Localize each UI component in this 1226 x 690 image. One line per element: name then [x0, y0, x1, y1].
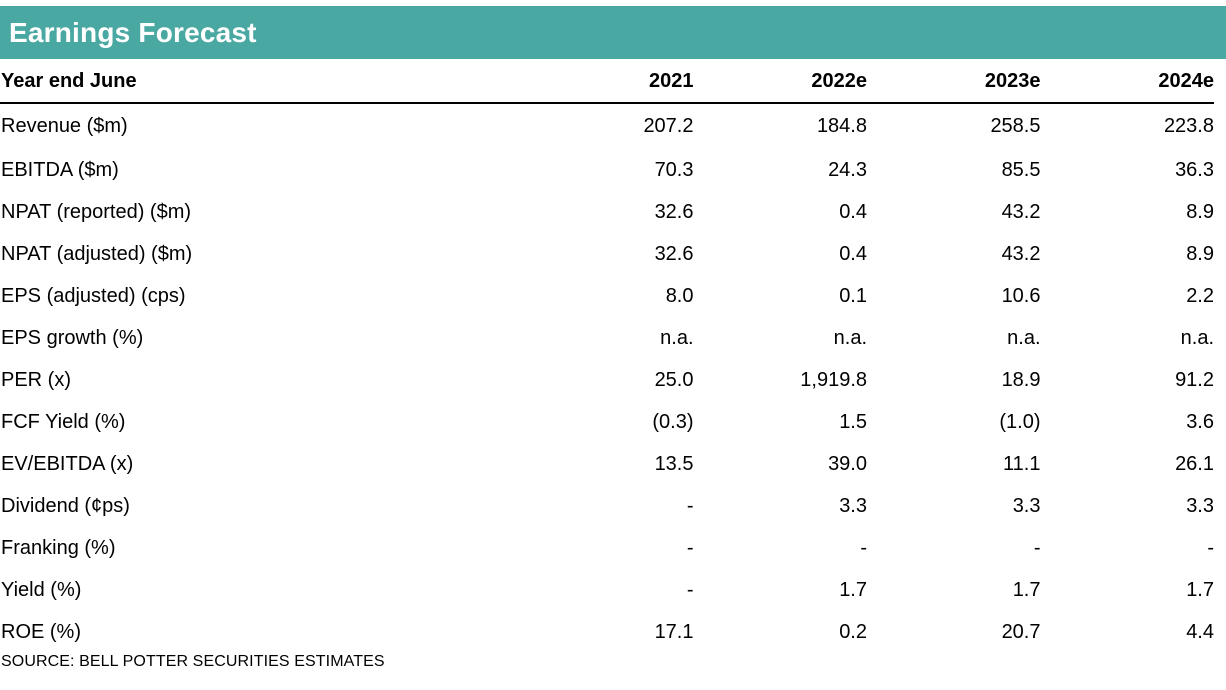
- table-cell: -: [686, 536, 694, 559]
- table-row: EPS growth (%) n.a. n.a. n.a. n.a.: [0, 317, 1214, 359]
- table-body: Revenue ($m) 207.2 184.8 258.5 223.8 EBITDA (…: [0, 103, 1214, 653]
- table-row: NPAT (reported) ($m) 32.6 0.4 43.2 8.9: [0, 191, 1214, 233]
- table-cell: 2.2: [1186, 284, 1214, 307]
- table-row: EBITDA ($m) 70.3 24.3 85.5 36.3: [0, 149, 1214, 191]
- column-header-2022e: 2022e: [693, 61, 867, 104]
- table-cell: 32.6: [654, 242, 694, 265]
- table-row: PER (x) 25.0 1,919.8 18.9 91.2: [0, 359, 1214, 401]
- table-cell: 258.5: [990, 115, 1041, 137]
- table-cell: 1.7: [1186, 578, 1214, 601]
- table-cell: -: [686, 494, 694, 517]
- table-cell: -: [686, 578, 694, 601]
- table-cell: -: [1207, 536, 1214, 559]
- table-row: NPAT (adjusted) ($m) 32.6 0.4 43.2 8.9: [0, 233, 1214, 275]
- table-cell: 4.4: [1186, 620, 1214, 643]
- row-label: NPAT (reported) ($m): [1, 200, 192, 223]
- table-row: FCF Yield (%) (0.3) 1.5 (1.0) 3.6: [0, 401, 1214, 443]
- table-cell: 1.7: [839, 578, 867, 601]
- table-cell: 223.8: [1163, 115, 1214, 137]
- table-cell: 0.2: [839, 620, 867, 643]
- row-label: Yield (%): [1, 578, 82, 601]
- table-cell: (0.3): [652, 410, 694, 433]
- table-cell: -: [860, 536, 867, 559]
- table-cell: 8.0: [665, 284, 694, 307]
- table-cell: 11.1: [1003, 452, 1041, 475]
- table-cell: 8.9: [1186, 200, 1214, 223]
- table-cell: 39.0: [828, 452, 867, 475]
- table-row: Yield (%) - 1.7 1.7 1.7: [0, 569, 1214, 611]
- table-cell: 36.3: [1175, 158, 1214, 181]
- row-label: EV/EBITDA (x): [1, 452, 134, 475]
- table-cell: 32.6: [654, 200, 694, 223]
- table-cell: 1,919.8: [800, 368, 867, 391]
- table-cell: 184.8: [816, 115, 867, 137]
- table-row: EPS (adjusted) (cps) 8.0 0.1 10.6 2.2: [0, 275, 1214, 317]
- table-cell: 20.7: [1001, 620, 1041, 643]
- table-cell: 43.2: [1001, 242, 1041, 265]
- column-header-2023e: 2023e: [867, 61, 1041, 104]
- table-cell: (1.0): [999, 410, 1041, 433]
- table-cell: 24.3: [828, 158, 867, 181]
- table-cell: n.a.: [1180, 326, 1214, 349]
- title-bar: Earnings Forecast: [0, 6, 1226, 59]
- row-label: Revenue ($m): [1, 115, 128, 137]
- table-cell: -: [1033, 536, 1041, 559]
- table-cell: 1.7: [1012, 578, 1041, 601]
- table-cell: n.a.: [660, 326, 694, 349]
- table-cell: 10.6: [1001, 284, 1041, 307]
- table-header-row: Year end June 2021 2022e 2023e 2024e: [0, 61, 1214, 104]
- table-row: ROE (%) 17.1 0.2 20.7 4.4: [0, 611, 1214, 653]
- row-label: Dividend (¢ps): [1, 494, 130, 517]
- table-cell: 85.5: [1001, 158, 1041, 181]
- row-label: EBITDA ($m): [1, 158, 119, 181]
- column-header-2024e: 2024e: [1040, 61, 1214, 104]
- table-cell: 26.1: [1175, 452, 1214, 475]
- table-cell: 0.4: [839, 200, 867, 223]
- table-cell: 3.3: [1012, 494, 1041, 517]
- table-cell: 13.5: [654, 452, 694, 475]
- row-label: PER (x): [1, 368, 71, 391]
- table-cell: 0.4: [839, 242, 867, 265]
- table-cell: 18.9: [1001, 368, 1041, 391]
- table-row: Dividend (¢ps) - 3.3 3.3 3.3: [0, 485, 1214, 527]
- table-cell: 70.3: [654, 158, 694, 181]
- table-cell: 17.1: [654, 620, 694, 643]
- table-row: Revenue ($m) 207.2 184.8 258.5 223.8: [0, 103, 1214, 149]
- earnings-forecast-table: Year end June 2021 2022e 2023e 2024e Rev…: [0, 61, 1214, 653]
- source-note: SOURCE: BELL POTTER SECURITIES ESTIMATES: [1, 653, 385, 670]
- table-row: EV/EBITDA (x) 13.5 39.0 11.1 26.1: [0, 443, 1214, 485]
- row-label: EPS growth (%): [1, 326, 144, 349]
- table-cell: 1.5: [839, 410, 867, 433]
- table-cell: n.a.: [1007, 326, 1041, 349]
- table-cell: 8.9: [1186, 242, 1214, 265]
- row-label: Franking (%): [1, 536, 116, 559]
- table-cell: 91.2: [1175, 368, 1214, 391]
- table-cell: 3.3: [1186, 494, 1214, 517]
- page-title: Earnings Forecast: [9, 16, 257, 48]
- table-row: Franking (%) - - - -: [0, 527, 1214, 569]
- table-cell: 0.1: [839, 284, 867, 307]
- table-cell: 3.6: [1186, 410, 1214, 433]
- table-cell: 207.2: [643, 115, 694, 137]
- row-label: NPAT (adjusted) ($m): [1, 242, 193, 265]
- row-label: EPS (adjusted) (cps): [1, 284, 186, 307]
- column-header-year-end: Year end June: [0, 61, 520, 104]
- table-cell: n.a.: [833, 326, 867, 349]
- table-cell: 3.3: [839, 494, 867, 517]
- row-label: ROE (%): [1, 620, 81, 643]
- row-label: FCF Yield (%): [1, 410, 126, 433]
- table-cell: 43.2: [1001, 200, 1041, 223]
- column-header-2021: 2021: [520, 61, 694, 104]
- table-cell: 25.0: [654, 368, 694, 391]
